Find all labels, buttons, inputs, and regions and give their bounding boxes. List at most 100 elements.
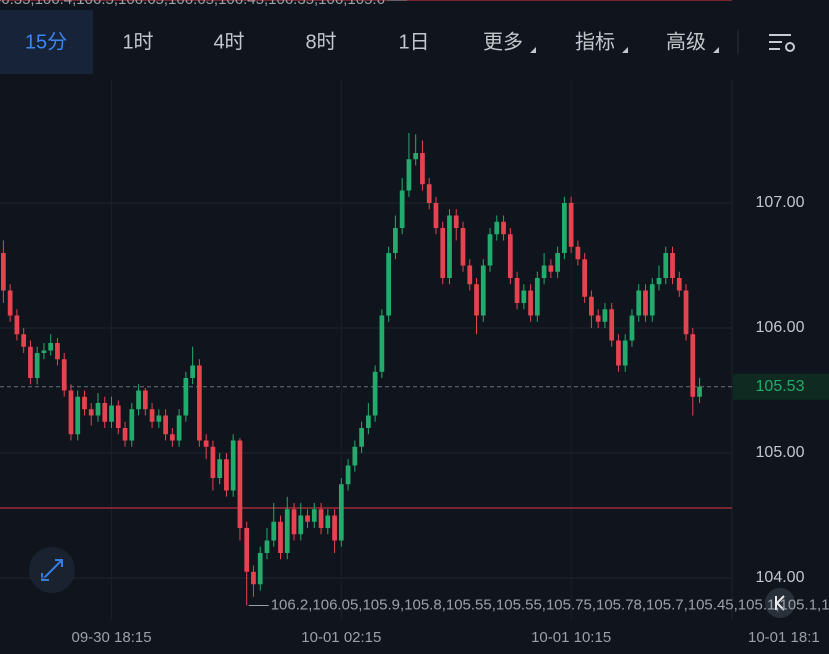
candle-body: [575, 246, 581, 260]
back-button[interactable]: [765, 588, 795, 618]
y-tick-label: 104.00: [756, 569, 805, 586]
candle-body: [115, 405, 121, 428]
candle-body: [683, 290, 689, 335]
dropdown-caret: [530, 47, 536, 53]
candle-body: [1, 253, 6, 291]
candle-body: [386, 253, 392, 316]
candle-body: [393, 228, 398, 253]
candle-body: [176, 415, 182, 441]
candle-body: [95, 403, 101, 416]
candle-body: [264, 540, 270, 553]
candle-body: [284, 509, 290, 553]
candle-body: [61, 359, 67, 391]
candle-body: [562, 203, 567, 253]
candle-body: [244, 528, 250, 572]
tab[interactable]: 4时: [213, 30, 244, 53]
candle-body: [34, 353, 40, 378]
candle-body: [298, 515, 304, 535]
candle-body: [122, 428, 128, 441]
candle-body: [548, 265, 554, 272]
candle-body: [440, 228, 446, 278]
candle-body: [636, 290, 642, 316]
candle-body: [55, 343, 60, 360]
x-tick-label: 10-01 18:1: [748, 629, 820, 646]
candle-body: [28, 346, 33, 378]
candle-body: [251, 571, 256, 585]
candle-body: [68, 390, 74, 435]
candle-body: [467, 265, 473, 285]
candle-body: [311, 509, 317, 522]
candle-body: [41, 350, 47, 353]
candle-body: [399, 190, 405, 228]
candle-body: [156, 415, 162, 422]
candle-body: [534, 278, 540, 316]
candle-body: [142, 390, 148, 410]
candle-body: [420, 153, 425, 185]
dropdown-caret: [622, 47, 628, 53]
candle-body: [372, 371, 378, 416]
candle-body: [697, 386, 702, 397]
candle-body: [102, 403, 108, 422]
x-tick-label: 09-30 18:15: [71, 629, 151, 646]
tab[interactable]: 15分: [25, 30, 67, 53]
candle-body: [21, 334, 27, 347]
candle-body: [670, 253, 675, 278]
candle-body: [318, 509, 324, 528]
tab[interactable]: 更多: [483, 30, 523, 53]
candle-body: [291, 509, 297, 535]
candle-body: [507, 234, 513, 278]
y-tick-label: 105.00: [756, 444, 805, 461]
dropdown-caret: [713, 47, 719, 53]
high-annotation: 106.7,106.35,106.15,106,105.9,105.85,105…: [0, 0, 385, 8]
candle-body: [406, 159, 412, 191]
candle-body: [203, 440, 209, 447]
candle-body: [169, 434, 175, 441]
candle-body: [541, 265, 547, 278]
tab[interactable]: 8时: [305, 30, 336, 53]
tab[interactable]: 高级: [666, 30, 706, 53]
last-price-label: 105.53: [756, 378, 805, 395]
candle-body: [521, 290, 527, 303]
candle-body: [460, 228, 466, 266]
candle-body: [649, 284, 655, 316]
candle-body: [332, 515, 337, 541]
candle-body: [474, 284, 479, 316]
candle-body: [224, 459, 229, 491]
candle-body: [82, 396, 87, 410]
candle-body: [447, 215, 452, 278]
candle-body: [271, 521, 277, 541]
candle-body: [257, 553, 263, 585]
settings-icon[interactable]: [769, 34, 795, 52]
candle-body: [197, 365, 202, 441]
candle-body: [453, 215, 459, 228]
candle-body: [183, 378, 189, 416]
candle-body: [352, 446, 358, 466]
candle-body: [230, 440, 236, 491]
candle-body: [528, 290, 533, 316]
candle-body: [129, 409, 135, 441]
candle-body: [7, 290, 13, 316]
candle-body: [163, 415, 168, 435]
candle-body: [555, 253, 560, 272]
candle-body: [656, 278, 662, 285]
low-annotation: 106.2,106.05,105.9,105.8,105.55,105.55,1…: [271, 596, 829, 613]
tab[interactable]: 1时: [122, 30, 153, 53]
expand-button[interactable]: [29, 547, 75, 593]
candle-body: [109, 405, 114, 422]
candle-body: [190, 365, 195, 378]
candle-body: [210, 446, 216, 478]
candle-body: [514, 278, 520, 303]
candle-body: [629, 315, 635, 341]
candle-body: [690, 334, 696, 397]
tab[interactable]: 1日: [398, 31, 429, 53]
candle-body: [643, 290, 648, 316]
candle-body: [609, 309, 615, 341]
candle-body: [278, 521, 283, 553]
candle-body: [568, 203, 574, 247]
active-tab-bg: [0, 10, 93, 74]
candle-body: [426, 184, 432, 203]
candle-body: [379, 315, 385, 372]
candle-body: [305, 515, 310, 522]
tab[interactable]: 指标: [575, 30, 615, 53]
